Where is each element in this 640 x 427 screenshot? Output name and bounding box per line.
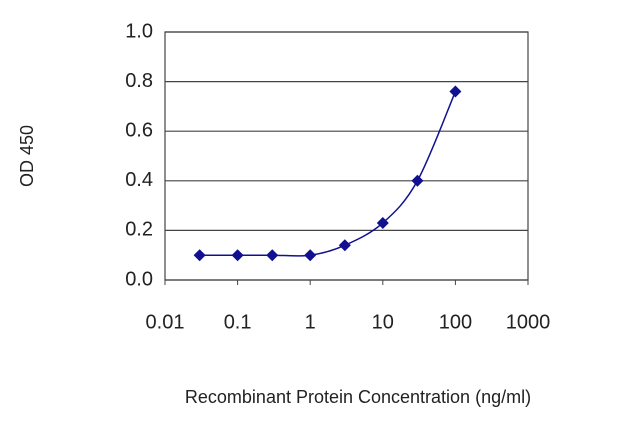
data-point bbox=[304, 249, 317, 262]
data-point bbox=[231, 249, 244, 262]
data-point bbox=[338, 239, 351, 252]
x-tick-label: 1000 bbox=[506, 311, 551, 333]
data-point bbox=[411, 174, 424, 187]
y-tick-label: 0.4 bbox=[125, 169, 153, 191]
x-axis-label: Recombinant Protein Concentration (ng/ml… bbox=[185, 387, 531, 407]
y-tick-label: 0.0 bbox=[125, 268, 153, 290]
data-point bbox=[376, 216, 389, 229]
y-tick-label: 1.0 bbox=[125, 20, 153, 42]
data-point bbox=[449, 85, 462, 98]
y-tick-label: 0.2 bbox=[125, 219, 153, 241]
y-tick-label: 0.8 bbox=[125, 70, 153, 92]
x-tick-label: 10 bbox=[372, 311, 394, 333]
x-tick-label: 1 bbox=[305, 311, 316, 333]
x-tick-label: 100 bbox=[439, 311, 472, 333]
data-line bbox=[199, 91, 457, 257]
data-point bbox=[266, 249, 279, 262]
y-tick-label: 0.6 bbox=[125, 119, 153, 141]
x-tick-label: 0.1 bbox=[224, 311, 252, 333]
data-point bbox=[193, 249, 206, 262]
y-axis-label: OD 450 bbox=[17, 125, 37, 187]
x-tick-label: 0.01 bbox=[146, 311, 185, 333]
